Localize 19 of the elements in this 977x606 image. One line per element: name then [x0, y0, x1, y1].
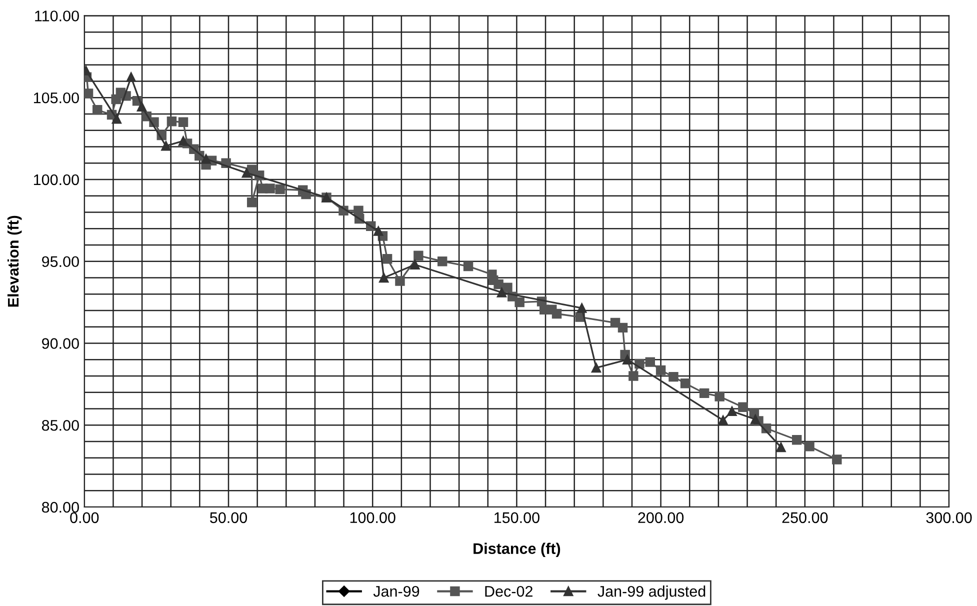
x-tick-label: 200.00	[638, 512, 684, 524]
x-tick-label: 150.00	[494, 512, 540, 524]
legend-label: Dec-02	[485, 586, 532, 597]
x-tick-label: 250.00	[782, 512, 828, 524]
y-tick-label: 90.00	[42, 338, 79, 349]
y-tick-label: 95.00	[42, 256, 79, 268]
x-axis-title: Distance (ft)	[474, 542, 560, 558]
x-tick-label: 50.00	[210, 512, 248, 524]
y-tick-label: 110.00	[35, 10, 79, 22]
y-tick-label: 100.00	[34, 174, 79, 186]
legend-label: Jan-99	[373, 586, 420, 597]
x-tick-label: 100.00	[350, 512, 396, 524]
y-axis-title: Elevation (ft)	[7, 216, 22, 307]
x-tick-label: 300.00	[926, 512, 972, 524]
y-tick-label: 105.00	[34, 92, 79, 104]
x-tick-label: 0.00	[70, 512, 99, 524]
y-tick-label: 85.00	[42, 420, 79, 431]
y-tick-label: 80.00	[42, 502, 79, 513]
legend-label: Jan-99 adjusted	[598, 586, 706, 600]
